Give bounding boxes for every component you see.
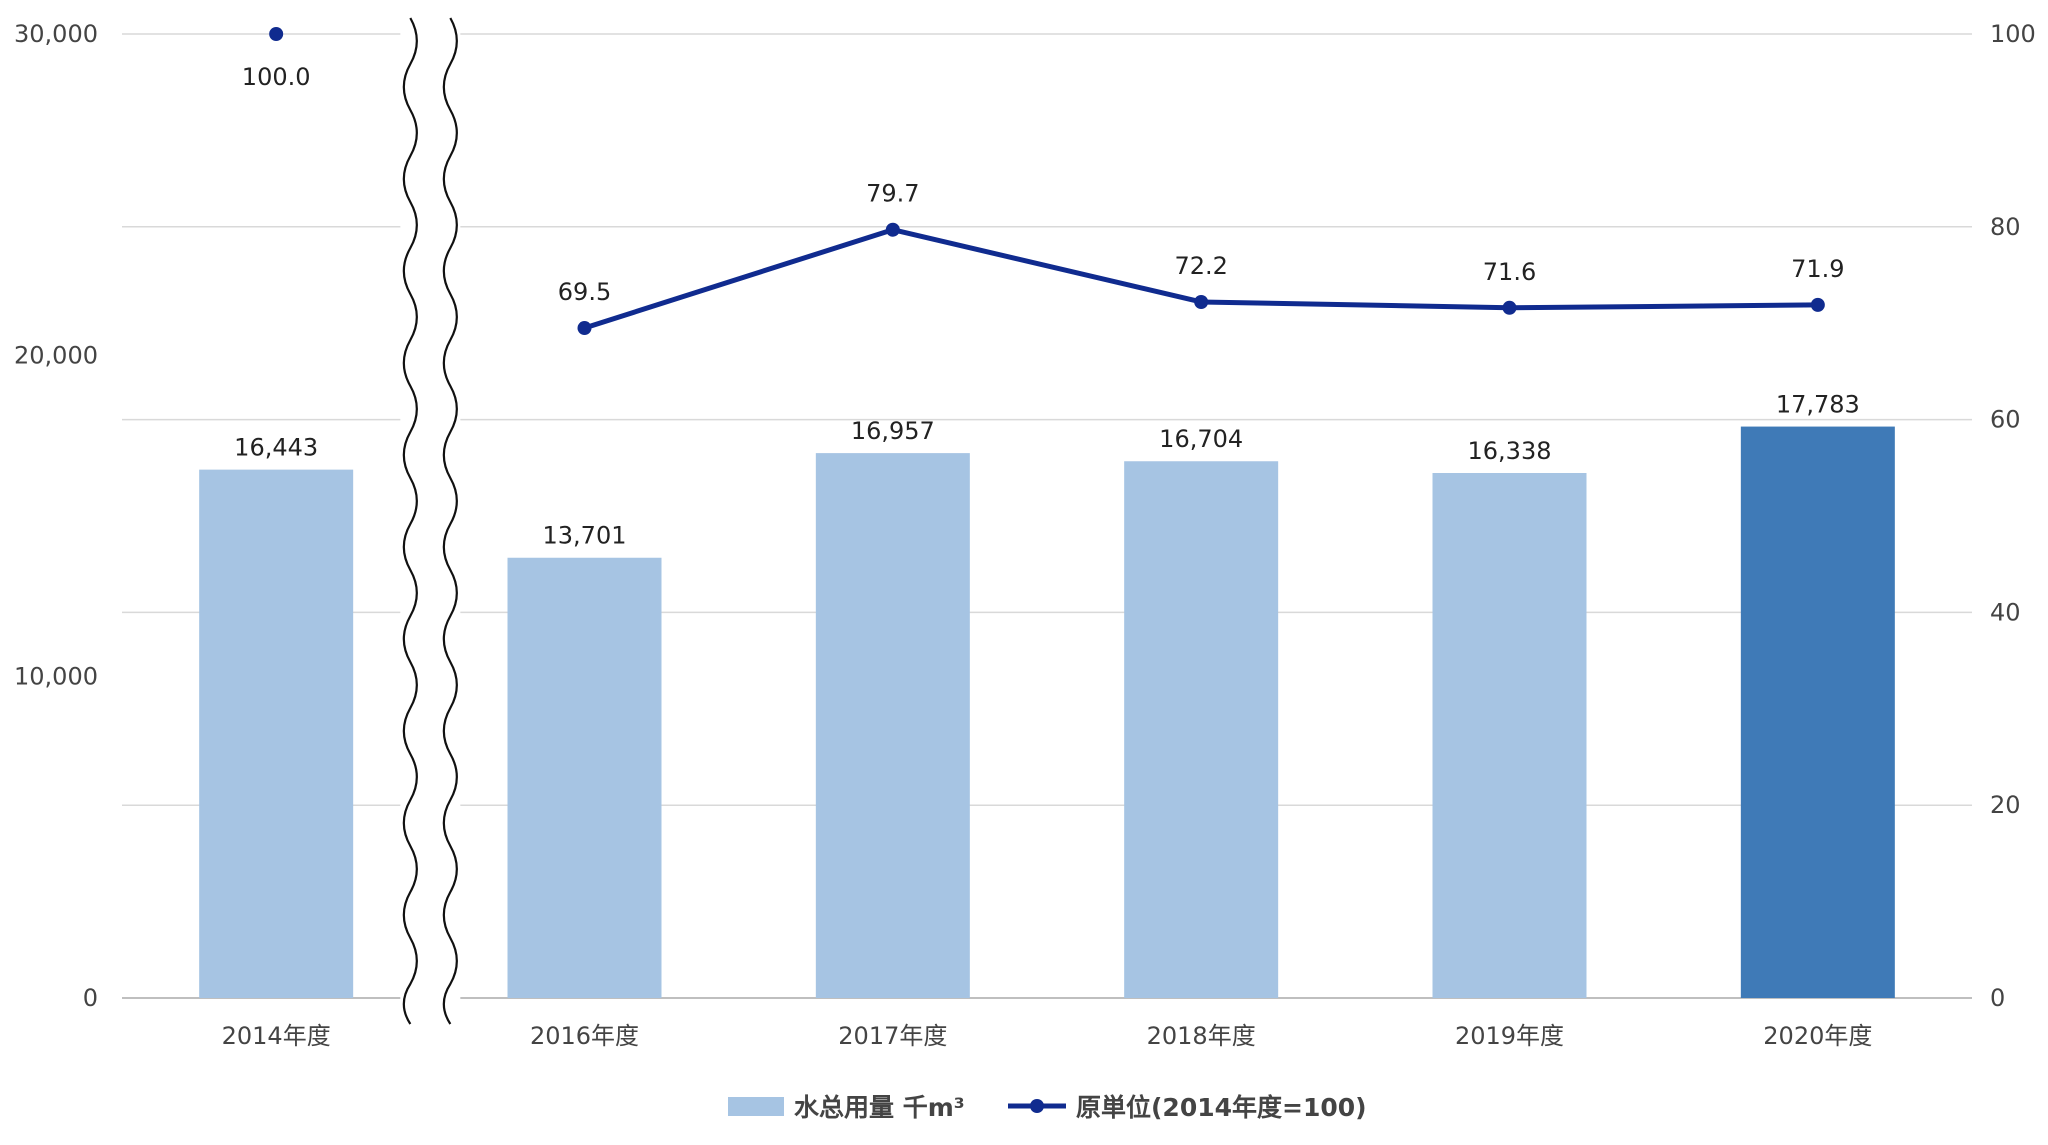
line-data-label: 72.2 [1174, 252, 1227, 280]
line-data-label: 69.5 [558, 278, 611, 306]
line-point [1194, 294, 1209, 309]
bar-data-label: 13,701 [543, 522, 627, 550]
category-labels: 2014年度 2016年度 2017年度 2018年度 2019年度 2020年度 [222, 1022, 1873, 1050]
left-axis-tick-label: 0 [83, 984, 98, 1012]
right-axis-tick-label: 20 [1990, 791, 2021, 819]
bar-data-label: 16,338 [1468, 437, 1552, 465]
line-point [269, 27, 284, 41]
bar [199, 469, 354, 998]
line-point [1502, 300, 1517, 315]
category-label: 2020年度 [1763, 1022, 1872, 1050]
right-axis-tick-label: 0 [1990, 984, 2005, 1012]
line-point [1810, 297, 1825, 312]
bar-data-label: 17,783 [1776, 391, 1860, 419]
right-axis-ticks: 0 20 40 60 80 100 [1990, 20, 2036, 1012]
axis-break-wave-right [442, 17, 458, 1025]
bar-data-label: 16,443 [234, 434, 318, 462]
legend: 水总用量 千m³ 原単位(2014年度=100) [728, 1093, 1367, 1122]
axis-break-marker [400, 10, 461, 1030]
line-point [885, 222, 900, 237]
category-label: 2017年度 [838, 1022, 947, 1050]
bar-series: 16,443 13,701 16,957 16,704 16,338 17,783 [199, 391, 1895, 998]
gridlines [122, 33, 1972, 999]
bar [815, 453, 970, 998]
bar-data-label: 16,957 [851, 417, 935, 445]
line-data-label: 100.0 [242, 63, 311, 91]
legend-swatch-bar [728, 1097, 784, 1116]
axis-break-wave-left [402, 17, 418, 1025]
line-point [577, 321, 592, 336]
bar [507, 557, 662, 998]
legend-label-bar: 水总用量 千m³ [794, 1093, 965, 1122]
left-axis-ticks: 0 10,000 20,000 30,000 [14, 20, 98, 1012]
line-data-label: 71.9 [1791, 255, 1844, 283]
bar [1124, 461, 1279, 998]
legend-swatch-marker [1030, 1099, 1044, 1113]
category-label: 2014年度 [222, 1022, 331, 1050]
right-axis-tick-label: 60 [1990, 406, 2021, 434]
category-label: 2016年度 [530, 1022, 639, 1050]
right-axis-tick-label: 40 [1990, 598, 2021, 626]
bar [1432, 473, 1587, 998]
line-series: 100.0 69.5 79.7 72.2 71.6 71.9 [242, 27, 1845, 336]
category-label: 2018年度 [1147, 1022, 1256, 1050]
left-axis-tick-label: 30,000 [14, 20, 98, 48]
left-axis-tick-label: 20,000 [14, 341, 98, 369]
right-axis-tick-label: 100 [1990, 20, 2036, 48]
right-axis-tick-label: 80 [1990, 213, 2021, 241]
legend-label-line: 原単位(2014年度=100) [1076, 1093, 1367, 1122]
line-data-label: 71.6 [1483, 258, 1536, 286]
line-data-label: 79.7 [866, 180, 919, 208]
left-axis-tick-label: 10,000 [14, 663, 98, 691]
category-label: 2019年度 [1455, 1022, 1564, 1050]
bar [1740, 426, 1895, 998]
axis-break-gap [400, 10, 461, 1030]
bar-data-label: 16,704 [1159, 425, 1243, 453]
